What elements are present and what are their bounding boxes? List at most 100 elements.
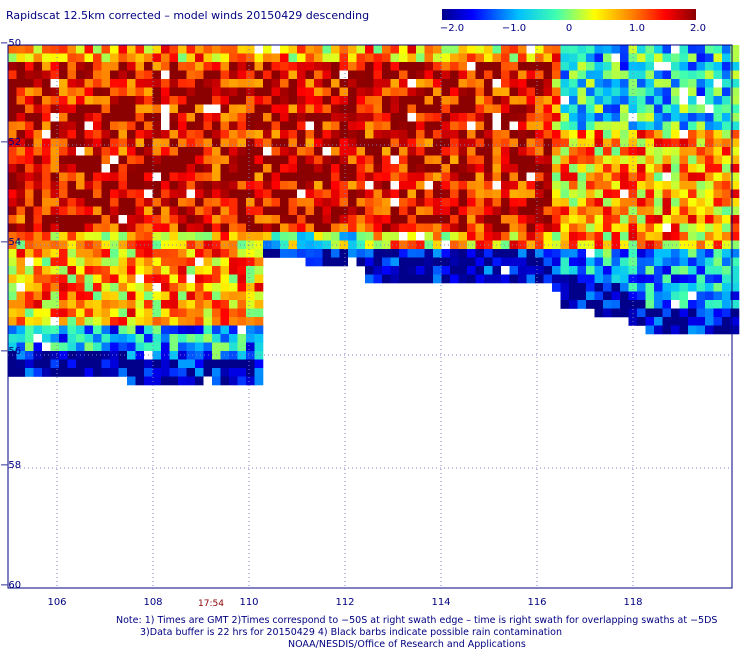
data-cell [339,232,349,241]
data-cell [101,274,111,284]
data-cell [186,147,196,156]
data-cell [696,223,706,233]
data-cell [407,121,417,131]
data-cell [144,283,153,292]
data-cell [127,189,136,199]
data-cell [8,172,17,182]
data-cell [212,147,221,156]
data-cell [577,62,587,71]
data-cell [543,96,553,105]
data-cell [169,368,179,377]
data-cell [246,215,255,224]
data-cell [348,87,357,97]
data-cell [671,96,680,105]
data-cell [50,130,60,139]
data-cell [93,359,102,369]
data-cell [441,181,451,190]
data-cell [246,283,255,292]
data-cell [76,368,85,377]
data-cell [577,130,587,139]
data-cell [25,147,34,156]
data-cell [501,45,510,54]
data-cell [433,223,442,233]
data-cell [348,138,357,148]
data-cell [407,155,417,165]
data-cell [212,45,221,54]
data-cell [577,53,587,63]
data-cell [144,223,153,233]
data-cell [263,172,272,182]
data-cell [220,317,230,326]
data-cell [152,138,162,148]
data-cell [76,266,85,275]
data-cell [722,300,731,309]
data-cell [390,223,400,233]
data-cell [535,104,544,114]
data-cell [8,308,17,318]
data-cell [246,325,255,335]
data-cell [144,172,153,182]
data-cell [356,164,366,173]
data-cell [535,87,544,97]
data-cell [25,130,34,139]
data-cell [654,206,663,216]
data-cell [246,172,255,182]
data-cell [25,240,34,250]
data-cell [135,232,145,241]
data-cell [314,232,323,241]
data-cell [161,291,170,301]
data-cell [237,283,247,292]
data-cell [322,155,332,165]
data-cell [118,70,128,80]
data-cell [152,155,162,165]
data-cell [67,104,77,114]
data-cell [603,223,612,233]
data-cell [467,215,476,224]
data-cell [118,155,128,165]
data-cell [254,104,264,114]
data-cell [161,53,170,63]
data-cell [688,79,697,88]
data-cell [679,138,689,148]
data-cell [25,172,34,182]
data-cell [93,181,102,190]
data-cell [722,232,731,241]
data-cell [348,130,357,139]
data-cell [76,300,85,309]
data-cell [467,113,476,122]
data-cell [25,96,34,105]
data-cell [8,215,17,224]
data-cell [688,189,697,199]
data-cell [365,232,374,241]
data-cell [671,164,680,173]
data-cell [229,79,238,88]
data-cell [169,181,179,190]
data-cell [280,70,289,80]
data-cell [195,317,204,326]
data-cell [696,325,706,335]
data-cell [467,96,476,105]
data-cell [229,351,238,360]
data-cell [16,164,26,173]
data-cell [237,79,247,88]
data-cell [195,283,204,292]
data-cell [42,291,51,301]
data-cell [314,181,323,190]
data-cell [535,249,544,258]
data-cell [365,62,374,71]
data-cell [212,79,221,88]
data-cell [722,198,731,207]
data-cell [229,257,238,267]
data-cell [722,70,731,80]
data-cell [603,138,612,148]
data-cell [203,249,213,258]
data-cell [186,87,196,97]
data-cell [101,155,111,165]
data-cell [569,130,578,139]
data-cell [356,257,366,267]
data-cell [399,96,408,105]
data-cell [713,317,723,326]
data-cell [67,130,77,139]
data-cell [33,121,43,131]
data-cell [280,206,289,216]
